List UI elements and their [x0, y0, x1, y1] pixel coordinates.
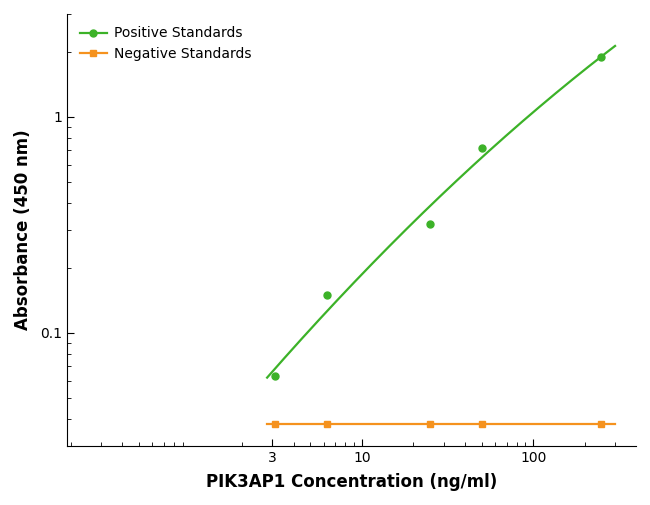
Positive Standards — [478, 145, 486, 151]
Negative Standards — [323, 421, 331, 427]
X-axis label: PIK3AP1 Concentration (ng/ml): PIK3AP1 Concentration (ng/ml) — [206, 473, 497, 491]
Negative Standards — [597, 421, 605, 427]
Positive Standards — [426, 221, 434, 227]
Negative Standards — [478, 421, 486, 427]
Line: Positive Standards: Positive Standards — [272, 53, 605, 380]
Positive Standards — [597, 54, 605, 60]
Y-axis label: Absorbance (450 nm): Absorbance (450 nm) — [14, 130, 32, 330]
Negative Standards — [426, 421, 434, 427]
Positive Standards — [272, 373, 280, 379]
Negative Standards — [272, 421, 280, 427]
Legend: Positive Standards, Negative Standards: Positive Standards, Negative Standards — [74, 21, 257, 67]
Positive Standards — [323, 292, 331, 298]
Line: Negative Standards: Negative Standards — [272, 421, 604, 427]
